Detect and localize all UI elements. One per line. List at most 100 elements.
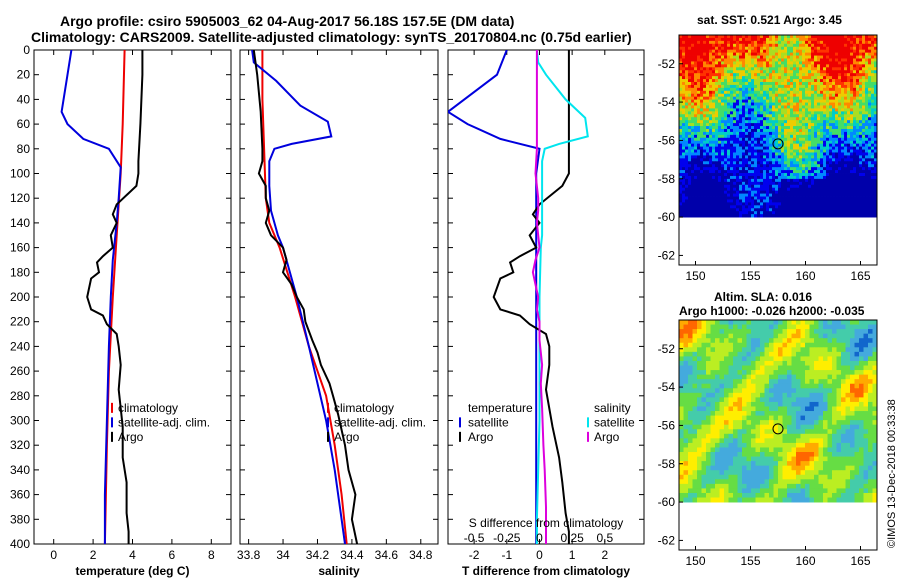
- map-cell: [736, 120, 740, 124]
- map-cell: [871, 190, 875, 194]
- map-cell: [859, 96, 863, 101]
- map-cell: [751, 131, 755, 136]
- map-cell: [709, 190, 713, 194]
- map-cell: [859, 187, 863, 192]
- map-cell: [863, 342, 869, 348]
- map-cell: [796, 46, 800, 51]
- map-cell: [766, 114, 770, 118]
- map-cell: [817, 211, 821, 215]
- map-cell: [718, 131, 722, 136]
- map-cell: [757, 175, 761, 180]
- map-cell: [841, 347, 846, 353]
- map-cell: [763, 120, 767, 124]
- map-cell: [844, 99, 848, 103]
- map-cell: [742, 55, 746, 59]
- map-cell: [868, 211, 872, 215]
- map-cell: [700, 102, 704, 106]
- map-cell: [736, 167, 740, 171]
- map-cell: [764, 370, 770, 376]
- map-cell: [760, 126, 764, 130]
- map-cell: [853, 155, 857, 159]
- map-cell: [769, 173, 773, 177]
- map-cell: [760, 370, 765, 376]
- map-cell: [742, 178, 746, 183]
- map-cell: [733, 96, 737, 101]
- map-cell: [811, 178, 815, 183]
- map-cell: [832, 320, 837, 325]
- map-cell: [862, 161, 866, 165]
- map-cell: [871, 134, 875, 139]
- map-cell: [823, 96, 827, 101]
- map-cell: [835, 52, 839, 56]
- map-cell: [862, 178, 866, 183]
- map-cell: [772, 49, 776, 54]
- map-cell: [844, 143, 848, 147]
- map-cell: [745, 205, 749, 209]
- map-cell: [688, 152, 692, 156]
- map-cell: [769, 90, 773, 95]
- map-cell: [755, 360, 761, 366]
- map-cell: [784, 99, 788, 103]
- map-cell: [827, 360, 833, 366]
- map-cell: [784, 81, 788, 86]
- map-cell: [835, 167, 839, 171]
- map-cell: [685, 214, 689, 218]
- map-cell: [721, 46, 725, 51]
- map-cell: [862, 170, 866, 174]
- map-cell: [742, 49, 746, 54]
- map-cell: [865, 55, 869, 59]
- map-cell: [760, 187, 764, 192]
- map-cell: [800, 351, 806, 357]
- map-cell: [691, 49, 695, 54]
- map-cell: [841, 199, 845, 203]
- map-cell: [874, 35, 878, 39]
- map-cell: [754, 111, 758, 115]
- map-cell: [820, 81, 824, 86]
- map-cell: [691, 128, 695, 133]
- map-cell: [727, 128, 731, 133]
- map-cell: [772, 102, 776, 106]
- map-cell: [742, 208, 746, 212]
- map-cell: [796, 374, 801, 380]
- map-cell: [850, 40, 854, 45]
- map-cell: [841, 374, 846, 380]
- map-cell: [793, 105, 797, 109]
- map-cell: [703, 149, 707, 153]
- map-cell: [799, 193, 803, 197]
- map-cell: [808, 52, 812, 56]
- map-cell: [823, 155, 827, 159]
- map-cell: [685, 67, 689, 71]
- map-cell: [871, 178, 875, 183]
- map-cell: [775, 178, 779, 183]
- map-cell: [859, 35, 863, 39]
- map-cell: [835, 137, 839, 142]
- map-cell: [826, 184, 830, 189]
- map-cell: [811, 64, 815, 68]
- map-cell: [844, 202, 848, 206]
- map-cell: [853, 149, 857, 153]
- map-cell: [841, 140, 845, 145]
- map-cell: [748, 64, 752, 68]
- map-cell: [823, 388, 828, 394]
- map-cell: [721, 205, 725, 209]
- map-cell: [679, 342, 684, 348]
- map-cell: [724, 81, 728, 86]
- map-cell: [733, 134, 737, 139]
- map-cell: [787, 134, 791, 139]
- map-cell: [850, 178, 854, 183]
- map-cell: [703, 114, 707, 118]
- map-cell: [775, 214, 779, 218]
- map-cell: [685, 120, 689, 124]
- map-cell: [745, 190, 749, 194]
- map-cell: [703, 164, 707, 168]
- map-cell: [868, 193, 872, 197]
- map-cell: [790, 111, 794, 115]
- map-cell: [862, 87, 866, 92]
- map-cell: [706, 388, 711, 394]
- map-cell: [742, 199, 746, 203]
- map-cell: [764, 360, 770, 366]
- map-cell: [859, 134, 863, 139]
- map-cell: [772, 96, 776, 101]
- map-cell: [718, 190, 722, 194]
- map-cell: [850, 320, 855, 325]
